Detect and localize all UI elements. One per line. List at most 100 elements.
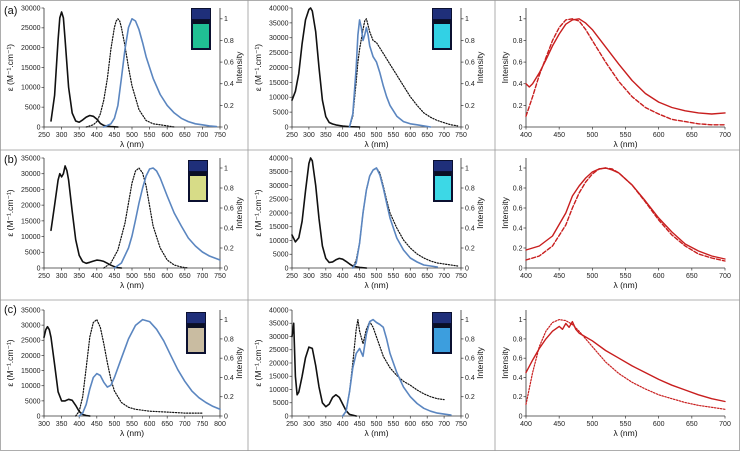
x-axis-label: λ (nm): [364, 428, 388, 438]
vial-photo: [191, 8, 211, 50]
chart-a-left: 250 300 350 400 450 500 550 600 650 700 7500500010…: [5, 5, 244, 149]
chart-b-left: 250 300 350 400 450 500 550 600 650 700 7500500010…: [5, 155, 244, 290]
x-tick-label: 650: [421, 421, 433, 428]
y-axis-label: Intensity: [500, 196, 510, 228]
vial-neck: [190, 172, 206, 176]
x-axis-label: λ (nm): [364, 139, 388, 149]
x-tick-label: 700: [197, 273, 209, 280]
y2-tick-label: 1: [465, 16, 469, 23]
series-absorption: [43, 325, 91, 417]
y2-tick-label: 0.2: [224, 245, 234, 252]
x-tick-label: 400: [520, 421, 532, 428]
x-tick-label: 350: [73, 132, 85, 139]
series-excitation: [348, 18, 459, 128]
y-tick-label: 10000: [269, 238, 289, 245]
y2-tick-label: 0.2: [465, 103, 475, 110]
x-tick-label: 500: [126, 273, 138, 280]
chart-a-mid: 250 300 350 400 450 500 550 600 650 700 7500500010…: [253, 5, 485, 149]
y-tick-label: 20000: [21, 203, 41, 210]
x-tick-label: 250: [286, 273, 298, 280]
y2-tick-label: 0.8: [224, 185, 234, 192]
x-axis-label: λ (nm): [120, 139, 144, 149]
x-tick-label: 250: [38, 132, 50, 139]
y-tick-label: 30000: [269, 334, 289, 341]
x-tick-label: 450: [109, 132, 121, 139]
y2-tick-label: 0.6: [465, 59, 475, 66]
x-tick-label: 400: [73, 421, 85, 428]
x-tick-label: 700: [719, 421, 731, 428]
x-tick-label: 350: [320, 273, 332, 280]
x-tick-label: 450: [354, 132, 366, 139]
y2-tick-label: 0: [224, 265, 228, 272]
vial-cap: [433, 313, 451, 323]
x-tick-label: 500: [586, 273, 598, 280]
row-label-a: (a): [4, 5, 17, 17]
y2-tick-label: 1: [224, 16, 228, 23]
y2-axis-label: Intensity: [475, 51, 485, 83]
x-tick-label: 400: [520, 132, 532, 139]
y-tick-label: 0.4: [513, 375, 523, 382]
y-tick-label: 0.2: [513, 103, 523, 110]
y2-tick-label: 0.8: [224, 38, 234, 45]
x-tick-label: 450: [91, 421, 103, 428]
y2-tick-label: 1: [465, 165, 469, 172]
y-tick-label: 25000: [21, 338, 41, 345]
x-tick-label: 700: [179, 421, 191, 428]
y-tick-label: 25000: [21, 25, 41, 32]
x-tick-label: 300: [38, 421, 50, 428]
y2-axis-label: Intensity: [234, 346, 244, 378]
y-axis-label: Intensity: [500, 51, 510, 83]
y-tick-label: 0: [285, 265, 289, 272]
x-tick-label: 650: [161, 421, 173, 428]
x-axis-label: λ (nm): [120, 280, 144, 290]
x-tick-label: 650: [179, 132, 191, 139]
x-tick-label: 700: [719, 132, 731, 139]
x-tick-label: 250: [38, 273, 50, 280]
series-emission: [351, 167, 439, 269]
x-tick-label: 450: [354, 273, 366, 280]
y-tick-label: 0: [519, 265, 523, 272]
chart-a-right: 400 450 500 550 600 650 700 0 0.2 0.4 0.6 0.8 1 λ (nm…: [500, 8, 731, 149]
y2-tick-label: 0: [465, 265, 469, 272]
series-absorption: [291, 7, 361, 128]
y-tick-label: 15000: [269, 224, 289, 231]
vial-cap: [189, 161, 207, 171]
chart-c-left: 300 350 400 450 500 550 600 650 700 750 8000500010…: [5, 307, 244, 438]
x-tick-label: 600: [161, 132, 173, 139]
x-tick-label: 700: [438, 132, 450, 139]
x-tick-label: 600: [404, 132, 416, 139]
y-tick-label: 0.2: [513, 245, 523, 252]
series-emission: [78, 318, 221, 417]
y-tick-label: 25000: [21, 187, 41, 194]
y-tick-label: 0: [285, 413, 289, 420]
y2-tick-label: 1: [465, 317, 469, 324]
y-axis-label: ε (M⁻¹.cm⁻¹): [5, 339, 15, 386]
y-tick-label: 15000: [269, 80, 289, 87]
vial-cap: [187, 313, 205, 323]
y-tick-label: 15000: [21, 218, 41, 225]
x-tick-label: 650: [686, 132, 698, 139]
y-tick-label: 40000: [269, 5, 289, 12]
x-tick-label: 600: [653, 273, 665, 280]
x-tick-label: 650: [179, 273, 191, 280]
series-absorption: [291, 322, 358, 417]
x-tick-label: 550: [126, 421, 138, 428]
x-tick-label: 550: [388, 273, 400, 280]
row-label-c: (c): [4, 304, 17, 316]
series-emission: [341, 318, 452, 417]
x-tick-label: 750: [214, 132, 226, 139]
x-tick-label: 500: [586, 132, 598, 139]
y-tick-label: 0: [37, 265, 41, 272]
x-tick-label: 700: [197, 132, 209, 139]
series-emission: [103, 17, 218, 128]
y-tick-label: 0: [37, 413, 41, 420]
vial-cap: [434, 161, 452, 171]
x-tick-label: 600: [161, 273, 173, 280]
series-excitation: [103, 167, 189, 269]
y-tick-label: 20000: [269, 210, 289, 217]
y-tick-label: 25000: [269, 50, 289, 57]
vial-neck: [193, 20, 209, 24]
x-tick-label: 450: [553, 132, 565, 139]
x-tick-label: 500: [371, 132, 383, 139]
